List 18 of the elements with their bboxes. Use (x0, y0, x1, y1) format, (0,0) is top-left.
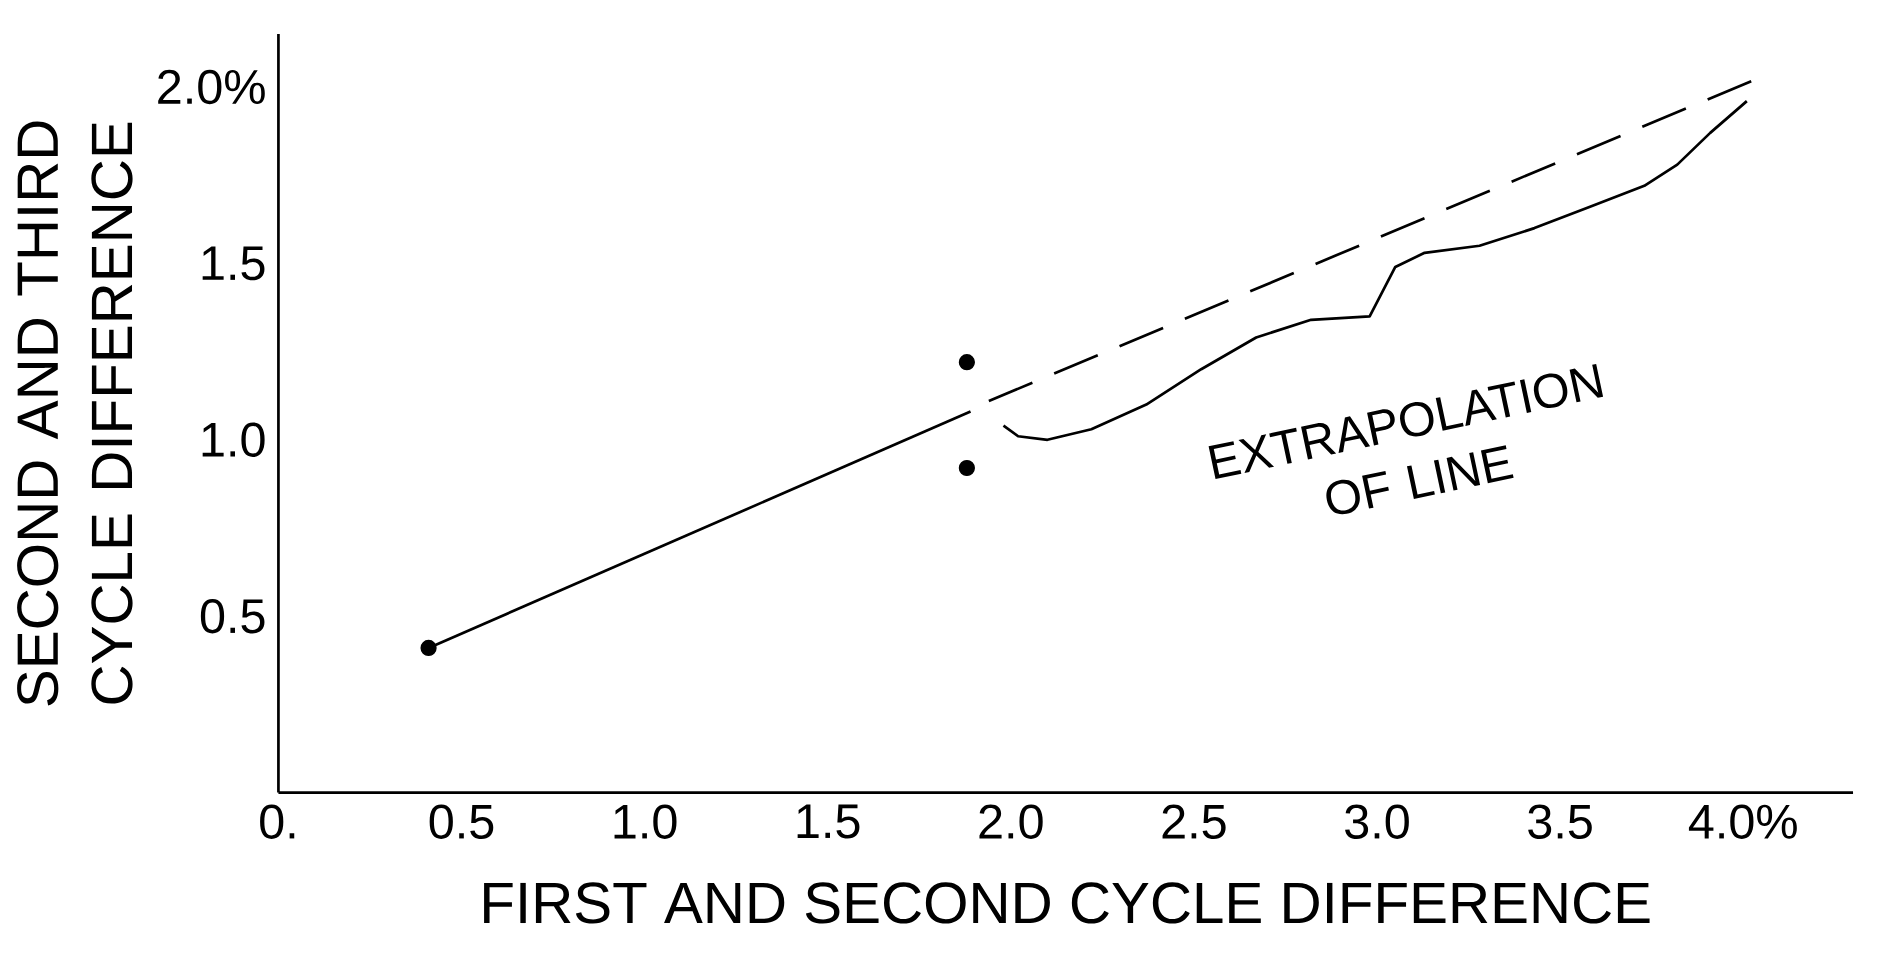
x-tick-label: 0. (260, 804, 295, 839)
point (420, 639, 437, 657)
x-axis-title: FIRST AND SECOND CYCLE DIFFERENCE (484, 882, 1650, 924)
point (958, 459, 975, 477)
y-tick-label: 1.5 (202, 246, 265, 281)
y-tick-label: 2.0% (158, 69, 265, 105)
y-tick-label: 0.5 (200, 598, 265, 634)
x-tick-label: 2.0 (979, 804, 1043, 839)
x-tick-label: 4.0% (1688, 804, 1797, 839)
x-tick-label: 3.5 (1528, 804, 1592, 839)
y-axis-title: SECOND AND THIRD CYCLE DIFFERENCE (17, 121, 133, 706)
x-tick-label: 1.5 (797, 804, 860, 839)
y-tick-label: 1.0 (202, 422, 265, 457)
point (958, 354, 975, 371)
x-tick-label: 2.5 (1162, 804, 1226, 839)
x-tick-label: 3.0 (1345, 804, 1409, 839)
x-tick-label: 0.5 (429, 804, 494, 839)
x-tick-label: 1.0 (614, 804, 677, 839)
